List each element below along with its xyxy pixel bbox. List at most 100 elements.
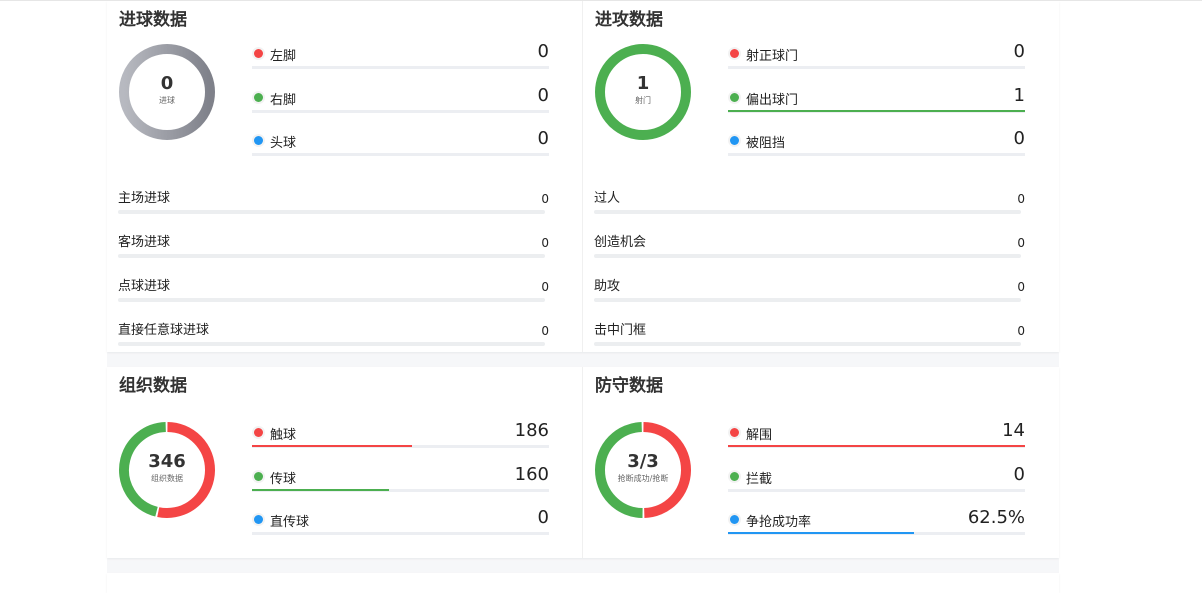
legend-dot-icon [730, 515, 739, 524]
legend-item: 头球 0 [252, 123, 549, 167]
donut-center-label: 进球 [159, 96, 175, 105]
donut-segment-touches [119, 422, 215, 518]
stat-bar-track [118, 254, 545, 258]
donut-center-label: 组织数据 [151, 474, 183, 483]
stat-label: 创造机会 [594, 235, 647, 250]
legend-list: 解围 14 拦截 0 争抢成功率 62.5% [728, 415, 1025, 546]
stat-bar-track [594, 210, 1021, 214]
legend-bar-track [728, 109, 1025, 113]
stat-label: 过人 [594, 191, 621, 206]
section-title: 防守数据 [595, 376, 663, 396]
donut-center-value: 346 [148, 451, 186, 472]
legend-value: 1 [1013, 84, 1025, 106]
legend-item: 被阻挡 0 [728, 123, 1025, 167]
legend-label: 传球 [270, 471, 297, 487]
stat-label: 直接任意球进球 [118, 323, 210, 338]
legend-item: 争抢成功率 62.5% [728, 502, 1025, 546]
donut-chart: 1 射门 [594, 43, 692, 141]
legend-dot-icon [730, 471, 739, 481]
organize-panel: 组织数据 346 组织数据 触球 186 传球 160 直传球 0 [107, 367, 583, 558]
legend-label: 拦截 [746, 471, 773, 487]
legend-bar-track [728, 153, 1025, 156]
legend-dot-icon [730, 92, 739, 102]
legend-value: 160 [514, 463, 549, 485]
legend-item: 射正球门 0 [728, 36, 1025, 80]
goals-panel: 进球数据 0 进球 左脚 0 右脚 0 头球 0 主场进球 0 客场进球 0 点球进球 0 直接任意球进球 0 [107, 1, 583, 352]
legend-dot-icon [254, 49, 263, 58]
legend-label: 解围 [746, 428, 773, 443]
stats-column: 进球数据 0 进球 左脚 0 右脚 0 头球 0 主场进球 0 客场进球 0 点球进球 0 直接任意球进球 0 … [107, 1, 1059, 593]
stat-row: 助攻 0 [594, 271, 1025, 315]
stat-value: 0 [1017, 192, 1025, 206]
section-title: 组织数据 [119, 376, 187, 396]
stat-list: 主场进球 0 客场进球 0 点球进球 0 直接任意球进球 0 [118, 183, 549, 359]
donut-svg [595, 44, 691, 140]
legend-label: 射正球门 [746, 49, 799, 64]
donut-center-value: 1 [636, 73, 650, 94]
legend-value: 0 [537, 507, 549, 528]
legend-label: 触球 [270, 428, 297, 443]
legend-bar-track [728, 445, 1025, 448]
legend-label: 被阻挡 [746, 136, 786, 151]
stat-value: 0 [541, 324, 549, 338]
legend-bar-fill [728, 532, 914, 534]
stat-value: 0 [1017, 280, 1025, 294]
legend-item: 右脚 0 [252, 80, 549, 124]
donut-center-label: 抢断成功/抢断 [617, 474, 669, 483]
legend-label: 左脚 [270, 49, 297, 64]
legend-label: 直传球 [270, 515, 310, 530]
legend-bar-fill [728, 445, 1025, 447]
donut-svg [119, 44, 215, 140]
stat-label: 主场进球 [118, 191, 171, 206]
stat-value: 0 [541, 280, 549, 294]
donut-center-label: 射门 [635, 96, 651, 105]
legend-list: 触球 186 传球 160 直传球 0 [252, 415, 549, 546]
legend-bar-track [728, 532, 1025, 535]
card-row-1: 进球数据 0 进球 左脚 0 右脚 0 头球 0 主场进球 0 客场进球 0 点球进球 0 直接任意球进球 0 … [107, 1, 1059, 352]
stat-bar-track [118, 210, 545, 214]
legend-bar-track [728, 66, 1025, 69]
legend-bar-track [252, 66, 549, 69]
stat-label: 点球进球 [118, 279, 171, 294]
section-title: 进攻数据 [595, 10, 663, 30]
legend-value: 0 [537, 128, 549, 149]
legend-dot-icon [730, 428, 739, 437]
stat-bar-track [118, 298, 545, 302]
legend-value: 0 [537, 41, 549, 62]
legend-value: 186 [514, 420, 549, 441]
stat-value: 0 [1017, 236, 1025, 250]
legend-item: 左脚 0 [252, 36, 549, 80]
stat-row: 击中门框 0 [594, 315, 1025, 359]
legend-value: 62.5% [967, 507, 1025, 528]
legend-dot-icon [730, 49, 739, 58]
legend-value: 14 [1002, 420, 1025, 441]
stat-value: 0 [541, 192, 549, 206]
legend-value: 0 [537, 84, 549, 106]
donut-chart: 0 进球 [118, 43, 216, 141]
donut-svg [119, 422, 215, 518]
donut-chart: 3/3 抢断成功/抢断 [594, 421, 692, 519]
legend-bar-track [252, 488, 549, 492]
legend-bar-fill [728, 109, 1025, 112]
attack-panel: 进攻数据 1 射门 射正球门 0 偏出球门 1 被阻挡 0 过人 0 创造机会 0 助攻 0 击中门框 0 [582, 1, 1058, 352]
legend-bar-track [252, 445, 549, 448]
legend-item: 拦截 0 [728, 459, 1025, 503]
stat-label: 击中门框 [594, 323, 647, 338]
legend-dot-icon [254, 136, 263, 145]
legend-label: 争抢成功率 [746, 515, 812, 530]
stat-row: 过人 0 [594, 183, 1025, 227]
legend-label: 右脚 [270, 92, 297, 108]
legend-value: 0 [1013, 41, 1025, 62]
legend-item: 触球 186 [252, 415, 549, 459]
legend-dot-icon [254, 92, 263, 102]
donut-center-value: 3/3 [627, 451, 659, 472]
legend-value: 0 [1013, 128, 1025, 149]
section-title: 进球数据 [119, 10, 187, 30]
stat-bar-track [118, 342, 545, 346]
legend-list: 射正球门 0 偏出球门 1 被阻挡 0 [728, 36, 1025, 167]
legend-value: 0 [1013, 463, 1025, 485]
stat-bar-track [594, 298, 1021, 302]
donut-segment-off-target [595, 44, 691, 140]
legend-bar-track [728, 488, 1025, 492]
legend-dot-icon [254, 515, 263, 524]
